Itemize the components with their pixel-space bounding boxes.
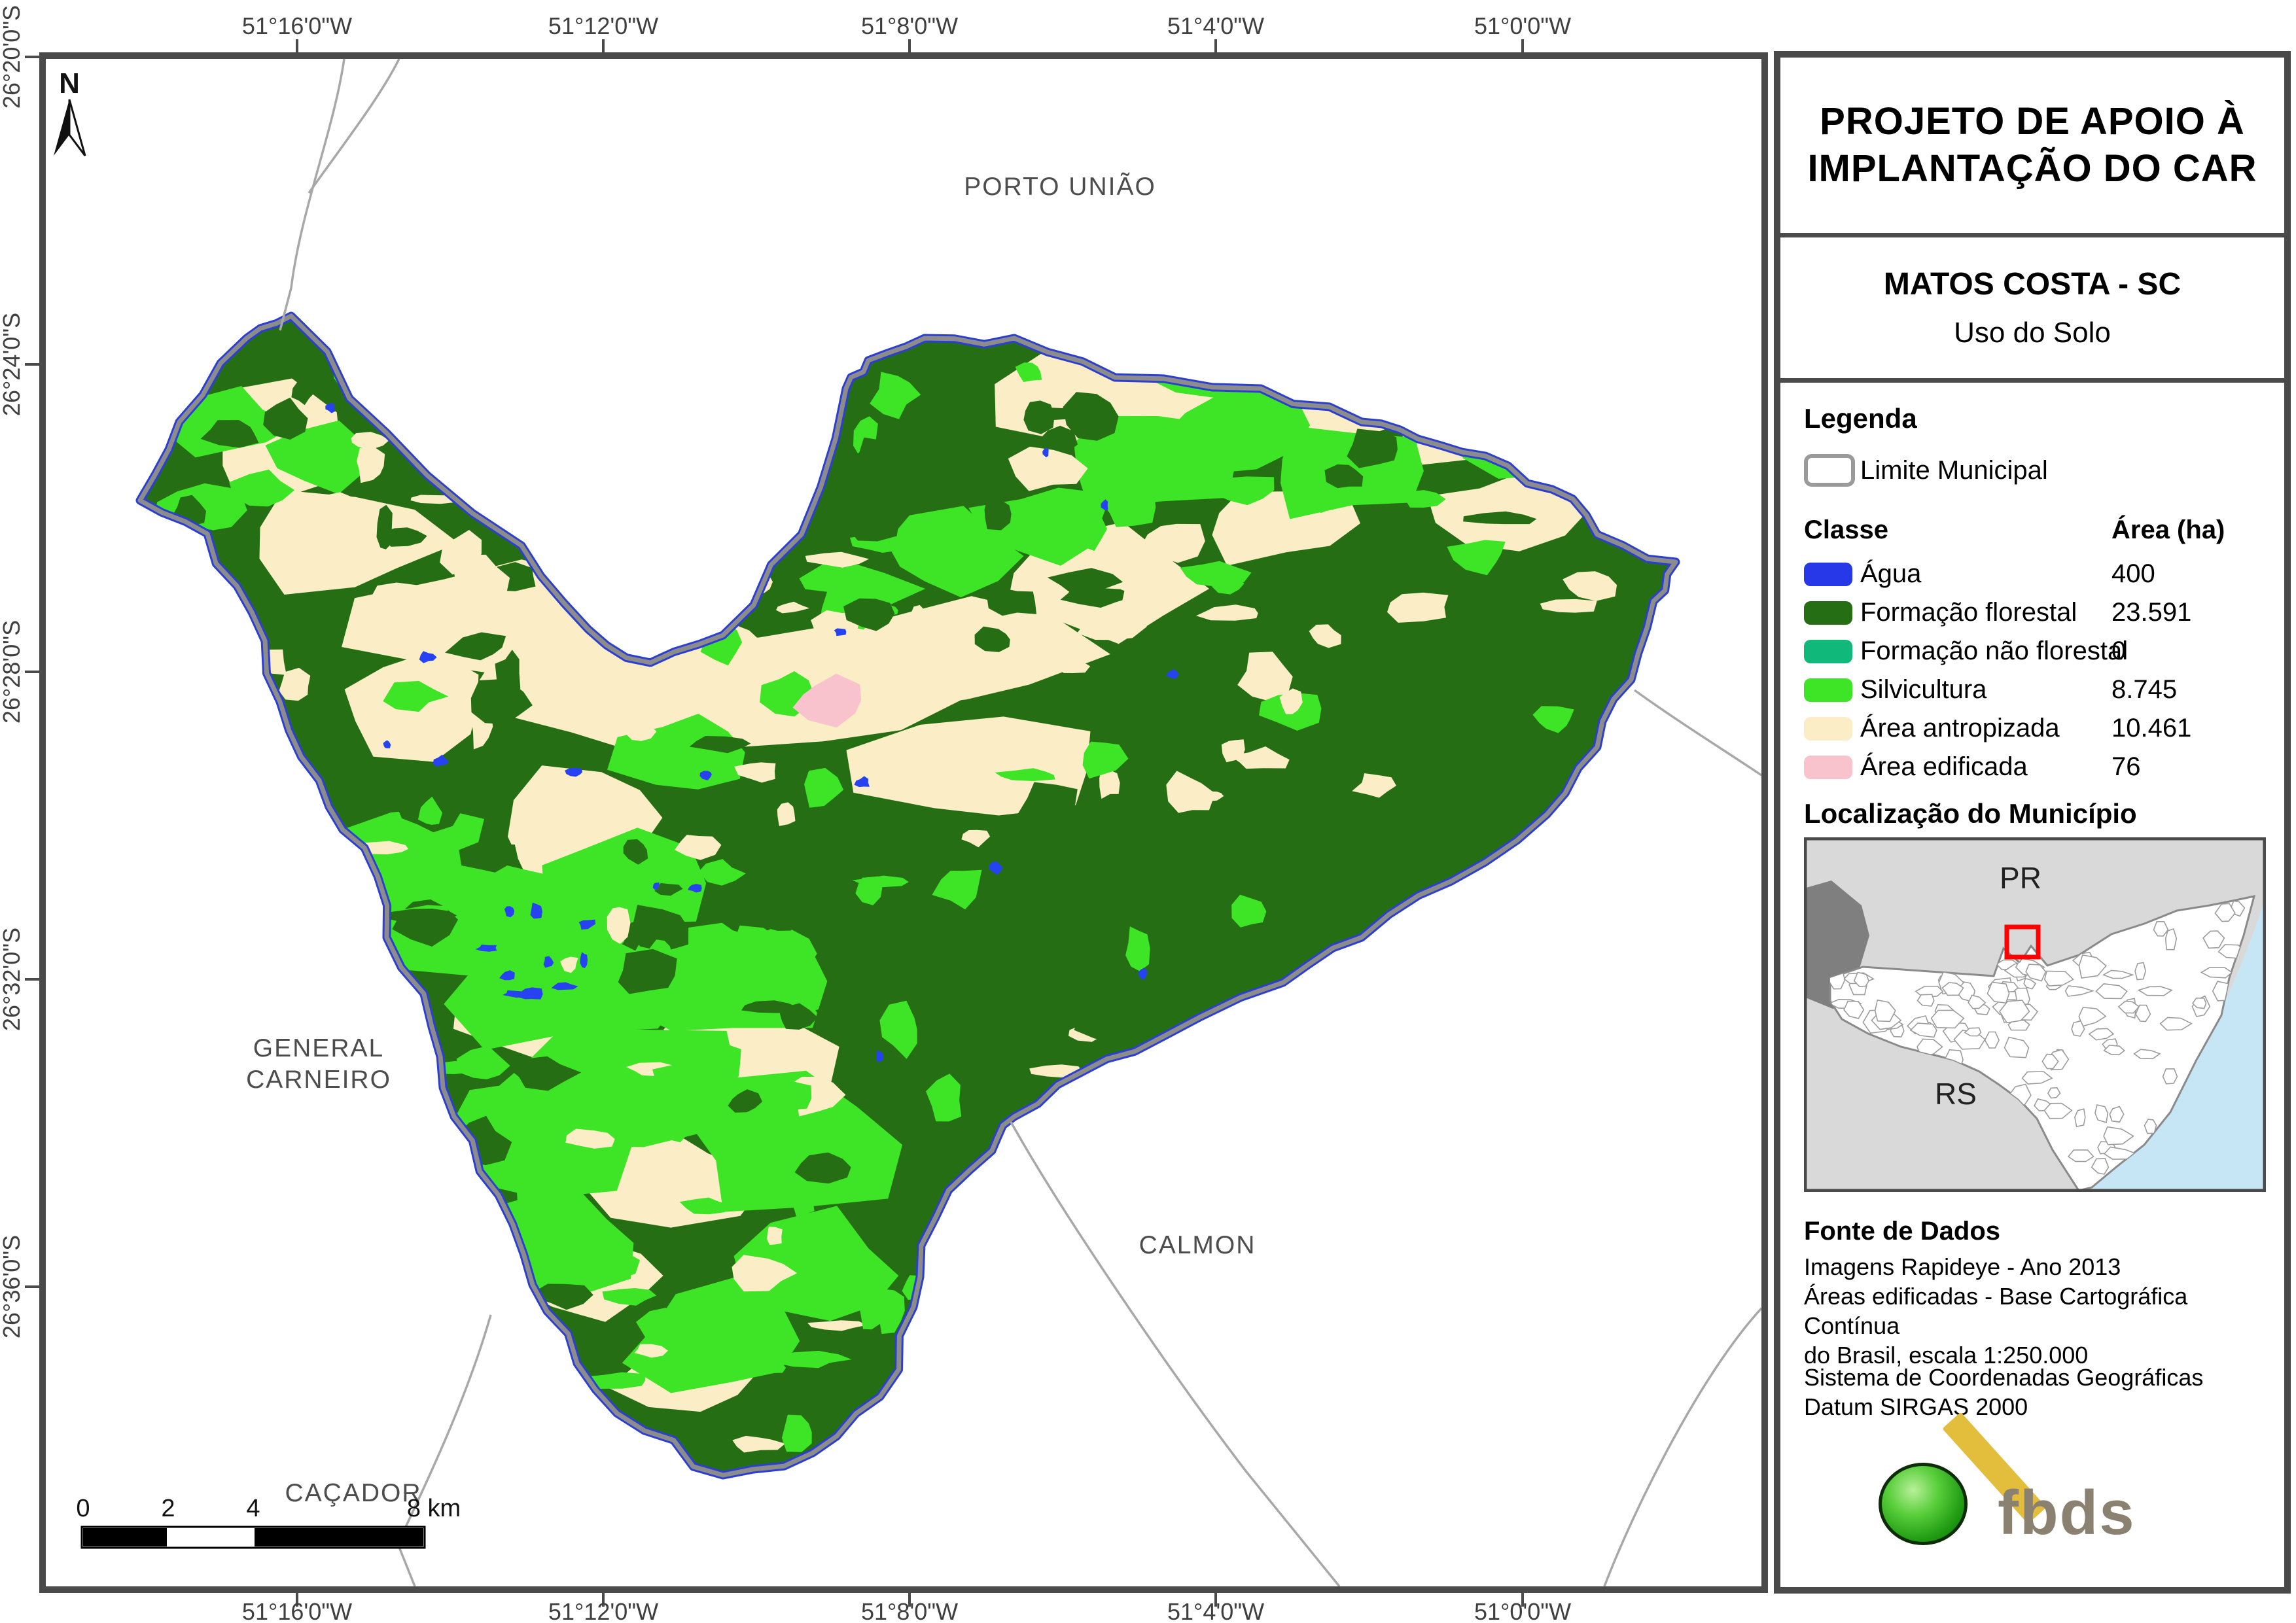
- legend-class-label: Silvicultura: [1860, 675, 1987, 704]
- municipality-boundary: [135, 311, 1680, 1480]
- legend-row: Área edificada 76: [1804, 748, 2262, 786]
- legend-area-value: 8.745: [2111, 675, 2178, 704]
- axis-label-longitude: 51°8'0"W: [861, 1598, 958, 1623]
- data-source-heading: Fonte de Dados: [1804, 1217, 2001, 1246]
- legend-row: Formação não florestal 0: [1804, 632, 2262, 671]
- axis-labels: 51°16'0"W 51°16'0"W 51°12'0"W 51°12'0"W 51°8…: [0, 5, 1571, 1623]
- project-title-line1: PROJETO DE APOIO À: [1820, 100, 2245, 143]
- axis-label-latitude: 26°28'0"S: [0, 620, 25, 724]
- legend-row: Formação florestal 23.591: [1804, 593, 2262, 632]
- scale-label: 4: [246, 1495, 260, 1522]
- axis-label-longitude: 51°12'0"W: [548, 1598, 658, 1623]
- legend-area-value: 10.461: [2111, 714, 2192, 742]
- legend-class-header: Classe: [1804, 515, 1888, 544]
- legend-class-label: Formação florestal: [1860, 598, 2077, 627]
- axis-label-latitude: 26°36'0"S: [0, 1235, 25, 1338]
- axis-label-longitude: 51°4'0"W: [1167, 12, 1264, 39]
- legend-row: Silvicultura 8.745: [1804, 671, 2262, 709]
- axis-label-latitude: 26°32'0"S: [0, 928, 25, 1031]
- sheet-title-block: MATOS COSTA - SC Uso do Solo: [1780, 237, 2284, 383]
- legend-swatch: [1804, 678, 1852, 702]
- legend-class-label: Formação não florestal: [1860, 637, 2128, 665]
- source-line: Áreas edificadas - Base Cartográfica Con…: [1804, 1283, 2188, 1339]
- legend-boundary-row: Limite Municipal: [1804, 454, 2048, 487]
- legend-swatch: [1804, 639, 1852, 663]
- legend-swatch: [1804, 601, 1852, 625]
- legend-swatch: [1804, 755, 1852, 779]
- inset-label-rs: RS: [1935, 1077, 1977, 1111]
- legend-swatch: [1804, 716, 1852, 741]
- axis-label-longitude: 51°4'0"W: [1167, 1598, 1264, 1623]
- legend-area-header: Área (ha): [2111, 515, 2225, 544]
- location-heading: Localização do Município: [1804, 798, 2137, 829]
- legend-area-value: 76: [2111, 752, 2141, 781]
- place-label: CALMON: [1139, 1231, 1256, 1259]
- legend-table-header: Classe Área (ha): [1804, 515, 2262, 545]
- north-label: N: [59, 67, 80, 99]
- north-arrow: N: [54, 67, 86, 156]
- axis-label-latitude: 26°24'0"S: [0, 313, 25, 416]
- source-line: do Brasil, escala 1:250.000: [1804, 1342, 2089, 1369]
- legend-area-value: 400: [2111, 559, 2155, 588]
- legend-class-label: Água: [1860, 559, 1922, 588]
- axis-label-longitude: 51°12'0"W: [548, 12, 658, 39]
- project-title-block: PROJETO DE APOIO À IMPLANTAÇÃO DO CAR: [1780, 58, 2284, 237]
- scale-bar: 0 2 4 8 km: [76, 1495, 461, 1549]
- coordinate-system-lines: Sistema de Coordenadas Geográficas Datum…: [1804, 1363, 2269, 1422]
- axis-label-longitude: 51°0'0"W: [1474, 1598, 1571, 1623]
- location-inset-map: PR RS: [1803, 837, 2267, 1193]
- legend-heading: Legenda: [1804, 403, 1917, 434]
- place-label: CARNEIRO: [246, 1066, 391, 1094]
- source-line: Sistema de Coordenadas Geográficas: [1804, 1364, 2204, 1391]
- legend-swatch: [1804, 562, 1852, 586]
- place-label: CAÇADOR: [285, 1479, 421, 1507]
- map-frame: [39, 52, 1768, 1593]
- axis-label-longitude: 51°16'0"W: [242, 1598, 352, 1623]
- scale-label: 2: [161, 1495, 175, 1522]
- axis-label-longitude: 51°0'0"W: [1474, 12, 1571, 39]
- source-line: Datum SIRGAS 2000: [1804, 1393, 2028, 1420]
- place-labels: PORTO UNIÃO GENERAL CARNEIRO CALMON CAÇADOR: [246, 173, 1256, 1507]
- inset-map-canvas: PR RS: [1803, 837, 2267, 1193]
- municipality-marker: [2004, 924, 2041, 960]
- logo-text: fbds: [1998, 1478, 2136, 1548]
- legend-area-value: 23.591: [2111, 598, 2192, 627]
- legend-class-label: Área edificada: [1860, 752, 2028, 781]
- inset-label-pr: PR: [2000, 861, 2041, 895]
- legend-row: Água 400: [1804, 555, 2262, 593]
- logo-globe-icon: [1879, 1463, 1968, 1545]
- map-marginalia-panel: PROJETO DE APOIO À IMPLANTAÇÃO DO CAR MA…: [1774, 51, 2291, 1594]
- map-theme: Uso do Solo: [1954, 317, 2111, 349]
- scale-label: 0: [76, 1495, 90, 1522]
- municipal-limit-swatch: [1804, 454, 1855, 487]
- legend-row: Área antropizada 10.461: [1804, 709, 2262, 748]
- legend-area-value: 0: [2111, 637, 2127, 665]
- axis-label-longitude: 51°16'0"W: [242, 12, 352, 39]
- axis-label-longitude: 51°8'0"W: [861, 12, 958, 39]
- place-label: PORTO UNIÃO: [964, 173, 1156, 201]
- data-source-lines: Imagens Rapideye - Ano 2013 Áreas edific…: [1804, 1252, 2269, 1370]
- source-line: Imagens Rapideye - Ano 2013: [1804, 1253, 2121, 1280]
- municipality-title: MATOS COSTA - SC: [1883, 267, 2181, 302]
- municipal-limit-label: Limite Municipal: [1860, 455, 2048, 485]
- project-title-line2: IMPLANTAÇÃO DO CAR: [1807, 147, 2257, 190]
- place-label: GENERAL: [253, 1034, 384, 1062]
- legend-rows: Água 400 Formação florestal 23.591 Formação …: [1804, 555, 2262, 786]
- axis-label-latitude: 26°20'0"S: [0, 5, 25, 109]
- scale-label: 8 km: [407, 1495, 461, 1522]
- fbds-logo: fbds: [1879, 1392, 2206, 1582]
- legend-class-label: Área antropizada: [1860, 714, 2060, 742]
